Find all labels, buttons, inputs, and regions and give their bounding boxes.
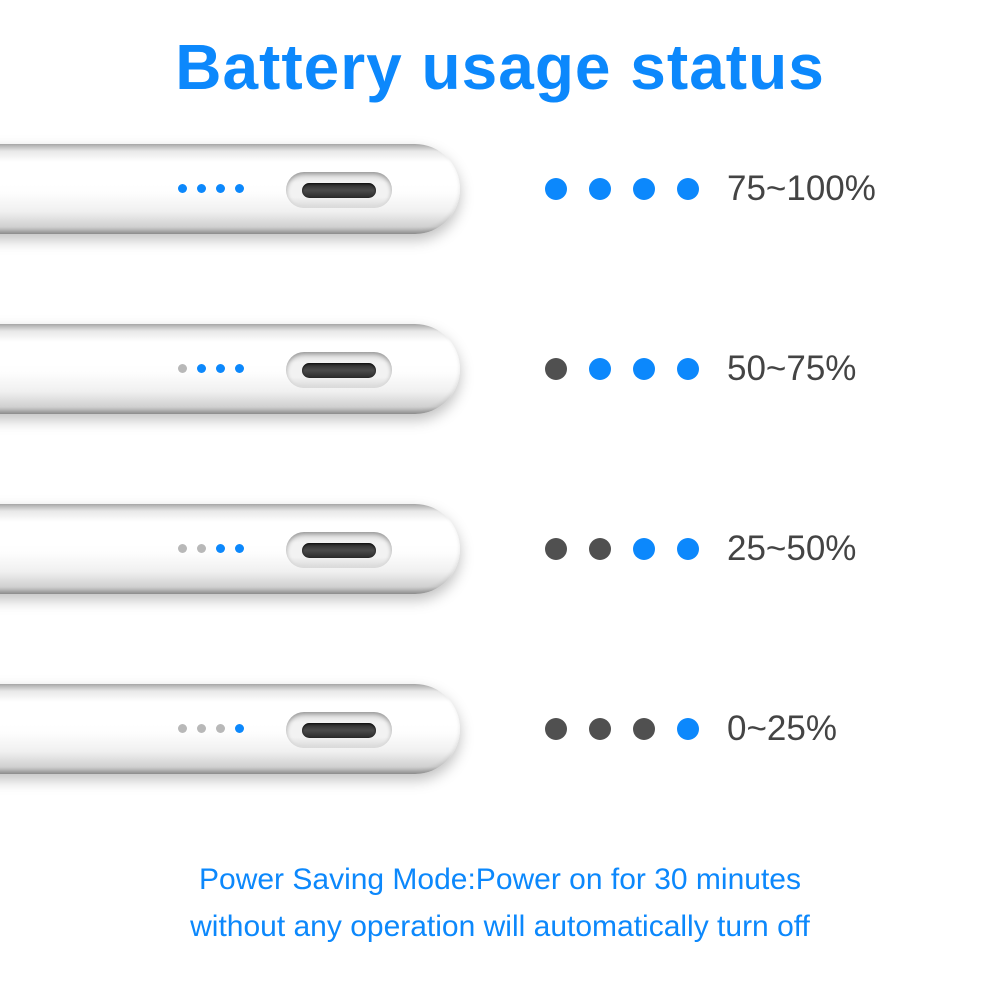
legend: 0~25% — [545, 709, 837, 749]
usb-c-port-icon — [286, 712, 392, 748]
legend: 25~50% — [545, 529, 856, 569]
footer-line-1: Power Saving Mode:Power on for 30 minute… — [0, 857, 1000, 904]
indicator-dot — [178, 184, 187, 193]
legend-dots — [545, 538, 699, 560]
legend-label: 25~50% — [727, 529, 856, 569]
indicator-dot — [235, 184, 244, 193]
indicator-dot — [197, 544, 206, 553]
stylus-illustration — [0, 144, 460, 234]
legend-dots — [545, 178, 699, 200]
usb-c-inner — [302, 543, 376, 558]
stylus-illustration — [0, 504, 460, 594]
legend-dot — [677, 538, 699, 560]
usb-c-port-icon — [286, 352, 392, 388]
legend-dot — [545, 178, 567, 200]
legend-dot — [677, 178, 699, 200]
legend-dot — [589, 358, 611, 380]
legend-dot — [633, 538, 655, 560]
stylus-illustration — [0, 684, 460, 774]
legend-dot — [589, 178, 611, 200]
legend-label: 75~100% — [727, 169, 876, 209]
usb-c-inner — [302, 183, 376, 198]
indicator-dot — [178, 364, 187, 373]
stylus-indicator-dots — [178, 364, 244, 373]
legend-label: 50~75% — [727, 349, 856, 389]
battery-state-row: 25~50% — [0, 504, 1000, 594]
usb-c-inner — [302, 723, 376, 738]
legend-dot — [545, 358, 567, 380]
stylus-indicator-dots — [178, 724, 244, 733]
battery-state-row: 75~100% — [0, 144, 1000, 234]
legend-dot — [545, 538, 567, 560]
battery-states-list: 75~100% 50~75% 25~50% — [0, 144, 1000, 774]
legend-dot — [633, 718, 655, 740]
legend: 50~75% — [545, 349, 856, 389]
indicator-dot — [197, 724, 206, 733]
battery-state-row: 50~75% — [0, 324, 1000, 414]
legend-dot — [589, 718, 611, 740]
legend-dot — [633, 178, 655, 200]
page-title: Battery usage status — [0, 0, 1000, 144]
usb-c-inner — [302, 363, 376, 378]
indicator-dot — [197, 184, 206, 193]
indicator-dot — [197, 364, 206, 373]
indicator-dot — [216, 544, 225, 553]
legend-dots — [545, 718, 699, 740]
battery-state-row: 0~25% — [0, 684, 1000, 774]
legend-dots — [545, 358, 699, 380]
stylus-illustration — [0, 324, 460, 414]
legend-dot — [677, 718, 699, 740]
usb-c-port-icon — [286, 172, 392, 208]
indicator-dot — [178, 724, 187, 733]
legend-dot — [633, 358, 655, 380]
legend-dot — [589, 538, 611, 560]
indicator-dot — [216, 184, 225, 193]
indicator-dot — [235, 364, 244, 373]
indicator-dot — [235, 544, 244, 553]
legend-dot — [677, 358, 699, 380]
indicator-dot — [216, 724, 225, 733]
stylus-indicator-dots — [178, 184, 244, 193]
indicator-dot — [178, 544, 187, 553]
legend-label: 0~25% — [727, 709, 837, 749]
footer-line-2: without any operation will automatically… — [0, 904, 1000, 951]
footer-note: Power Saving Mode:Power on for 30 minute… — [0, 857, 1000, 950]
legend: 75~100% — [545, 169, 876, 209]
indicator-dot — [235, 724, 244, 733]
legend-dot — [545, 718, 567, 740]
stylus-indicator-dots — [178, 544, 244, 553]
usb-c-port-icon — [286, 532, 392, 568]
indicator-dot — [216, 364, 225, 373]
